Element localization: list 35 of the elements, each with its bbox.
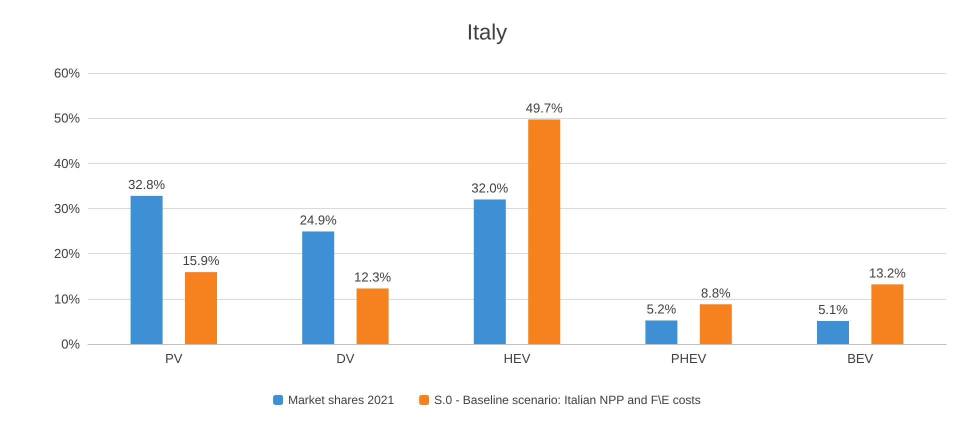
chart-title: Italy bbox=[466, 20, 508, 44]
y-tick-label: 60% bbox=[54, 66, 80, 80]
bar bbox=[528, 120, 560, 344]
data-label: 15.9% bbox=[182, 253, 220, 268]
legend-label: S.0 - Baseline scenario: Italian NPP and F\E costs bbox=[434, 393, 701, 407]
y-tick-label: 0% bbox=[61, 336, 80, 352]
data-label: 49.7% bbox=[526, 100, 564, 116]
bar bbox=[474, 199, 506, 344]
x-tick-label: HEV bbox=[504, 351, 531, 366]
x-tick-label: BEV bbox=[847, 351, 874, 366]
data-label: 12.3% bbox=[354, 269, 392, 284]
x-tick-label: PV bbox=[165, 351, 183, 366]
bar bbox=[185, 272, 217, 344]
data-label: 13.2% bbox=[868, 265, 906, 280]
data-label: 32.0% bbox=[471, 180, 509, 196]
data-label: 32.8% bbox=[128, 176, 166, 192]
y-tick-label: 30% bbox=[54, 201, 80, 216]
y-tick-label: 50% bbox=[54, 110, 80, 126]
y-tick-label: 20% bbox=[54, 246, 80, 262]
bar bbox=[302, 232, 334, 344]
y-tick-label: 40% bbox=[54, 156, 80, 171]
bar bbox=[356, 288, 389, 344]
bar bbox=[645, 320, 678, 344]
bar bbox=[700, 304, 732, 344]
bar bbox=[871, 284, 904, 344]
legend-label: Market shares 2021 bbox=[288, 393, 394, 407]
x-tick-label: PHEV bbox=[670, 351, 707, 366]
y-tick-label: 10% bbox=[54, 291, 80, 306]
x-tick-label: DV bbox=[336, 351, 355, 366]
data-label: 5.1% bbox=[818, 302, 848, 317]
bar bbox=[817, 320, 849, 344]
data-label: 8.8% bbox=[700, 285, 732, 300]
data-label: 24.9% bbox=[300, 212, 338, 228]
bar bbox=[130, 196, 163, 344]
data-label: 5.2% bbox=[646, 302, 677, 317]
